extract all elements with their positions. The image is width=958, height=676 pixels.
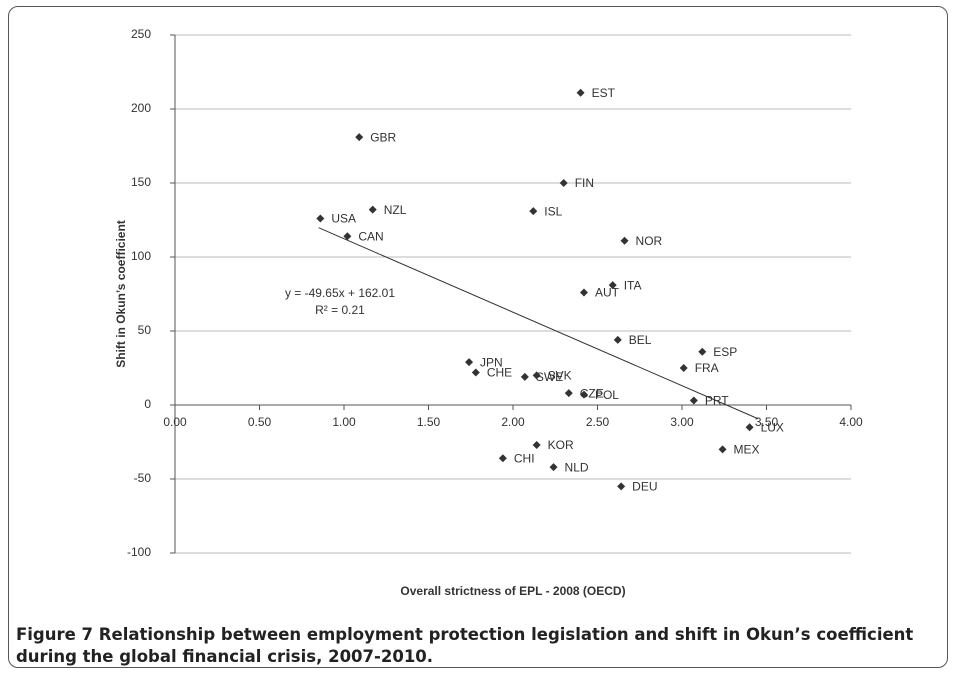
point-label: FRA <box>695 361 719 375</box>
point <box>608 281 617 290</box>
x-tick-label: 1.00 <box>332 415 356 429</box>
point-label: GBR <box>370 130 396 144</box>
chart: Overall strictness of EPL - 2008 (OECD) … <box>114 27 863 598</box>
point <box>576 88 585 97</box>
point-label: LUX <box>761 420 784 434</box>
annotation: y = -49.65x + 162.01 <box>285 286 395 300</box>
point <box>679 364 688 372</box>
x-tick-label: 0.50 <box>248 415 272 429</box>
point-label: SWE <box>536 370 563 384</box>
caption: Figure 7 Relationship between employment… <box>16 624 936 668</box>
point-label: KOR <box>548 438 574 452</box>
annotation: R² = 0.21 <box>315 303 365 317</box>
point <box>718 445 727 454</box>
point-label: FIN <box>575 176 594 190</box>
point <box>316 214 325 223</box>
point-label: ITA <box>624 278 642 292</box>
point-label: BEL <box>629 333 652 347</box>
y-axis-title: Shift in Okun’s coefficient <box>114 220 128 368</box>
point <box>564 389 573 398</box>
point-label: NLD <box>565 460 589 474</box>
point <box>343 232 352 241</box>
x-tick-label: 2.00 <box>501 415 525 429</box>
point-label: CHE <box>487 366 512 380</box>
point-label: CAN <box>358 229 383 243</box>
point-label: USA <box>331 212 356 226</box>
y-tick-label: 100 <box>131 249 151 263</box>
point-label: AUT <box>595 286 620 300</box>
point <box>368 205 377 214</box>
point <box>698 347 707 356</box>
point <box>532 371 541 380</box>
caption-label: Figure 7 <box>16 625 94 644</box>
point <box>579 390 588 399</box>
point <box>520 372 529 381</box>
point <box>620 236 629 245</box>
y-tick-label: -50 <box>134 471 152 485</box>
y-tick-label: -100 <box>127 545 151 559</box>
point <box>355 133 364 142</box>
point-label: ISL <box>544 204 562 218</box>
x-tick-label: 0.00 <box>163 415 187 429</box>
point-label: NZL <box>384 203 407 217</box>
point <box>549 463 558 472</box>
point-label: DEU <box>632 480 657 494</box>
point-label: CHI <box>514 451 535 465</box>
x-tick-label: 1.50 <box>417 415 441 429</box>
point-label: PRT <box>705 394 729 408</box>
x-tick-label: 3.00 <box>670 415 694 429</box>
point-label: ESP <box>713 345 737 359</box>
point <box>613 335 622 344</box>
point-label: POL <box>595 388 619 402</box>
x-tick-label: 3.50 <box>755 415 779 429</box>
figure-frame <box>8 6 948 668</box>
y-tick-label: 250 <box>131 27 151 41</box>
point-label: EST <box>592 86 616 100</box>
point <box>579 288 588 297</box>
point <box>529 207 538 216</box>
point <box>559 179 568 187</box>
point <box>745 423 754 432</box>
point <box>465 358 474 367</box>
point-label: JPN <box>480 355 503 369</box>
y-tick-label: 150 <box>131 175 151 189</box>
caption-text: Relationship between employment protecti… <box>16 625 914 666</box>
point <box>471 368 480 377</box>
y-tick-label: 0 <box>144 397 151 411</box>
point <box>617 482 626 491</box>
y-tick-label: 200 <box>131 101 151 115</box>
trendline <box>318 227 759 420</box>
point <box>498 454 507 463</box>
point <box>532 440 541 449</box>
point-label: MEX <box>734 443 760 457</box>
y-tick-label: 50 <box>138 323 152 337</box>
x-tick-label: 4.00 <box>839 415 863 429</box>
x-axis-title: Overall strictness of EPL - 2008 (OECD) <box>400 584 625 598</box>
x-tick-label: 2.50 <box>586 415 610 429</box>
point-label: SVK <box>548 369 572 383</box>
point <box>689 396 698 405</box>
point-label: NOR <box>636 234 663 248</box>
